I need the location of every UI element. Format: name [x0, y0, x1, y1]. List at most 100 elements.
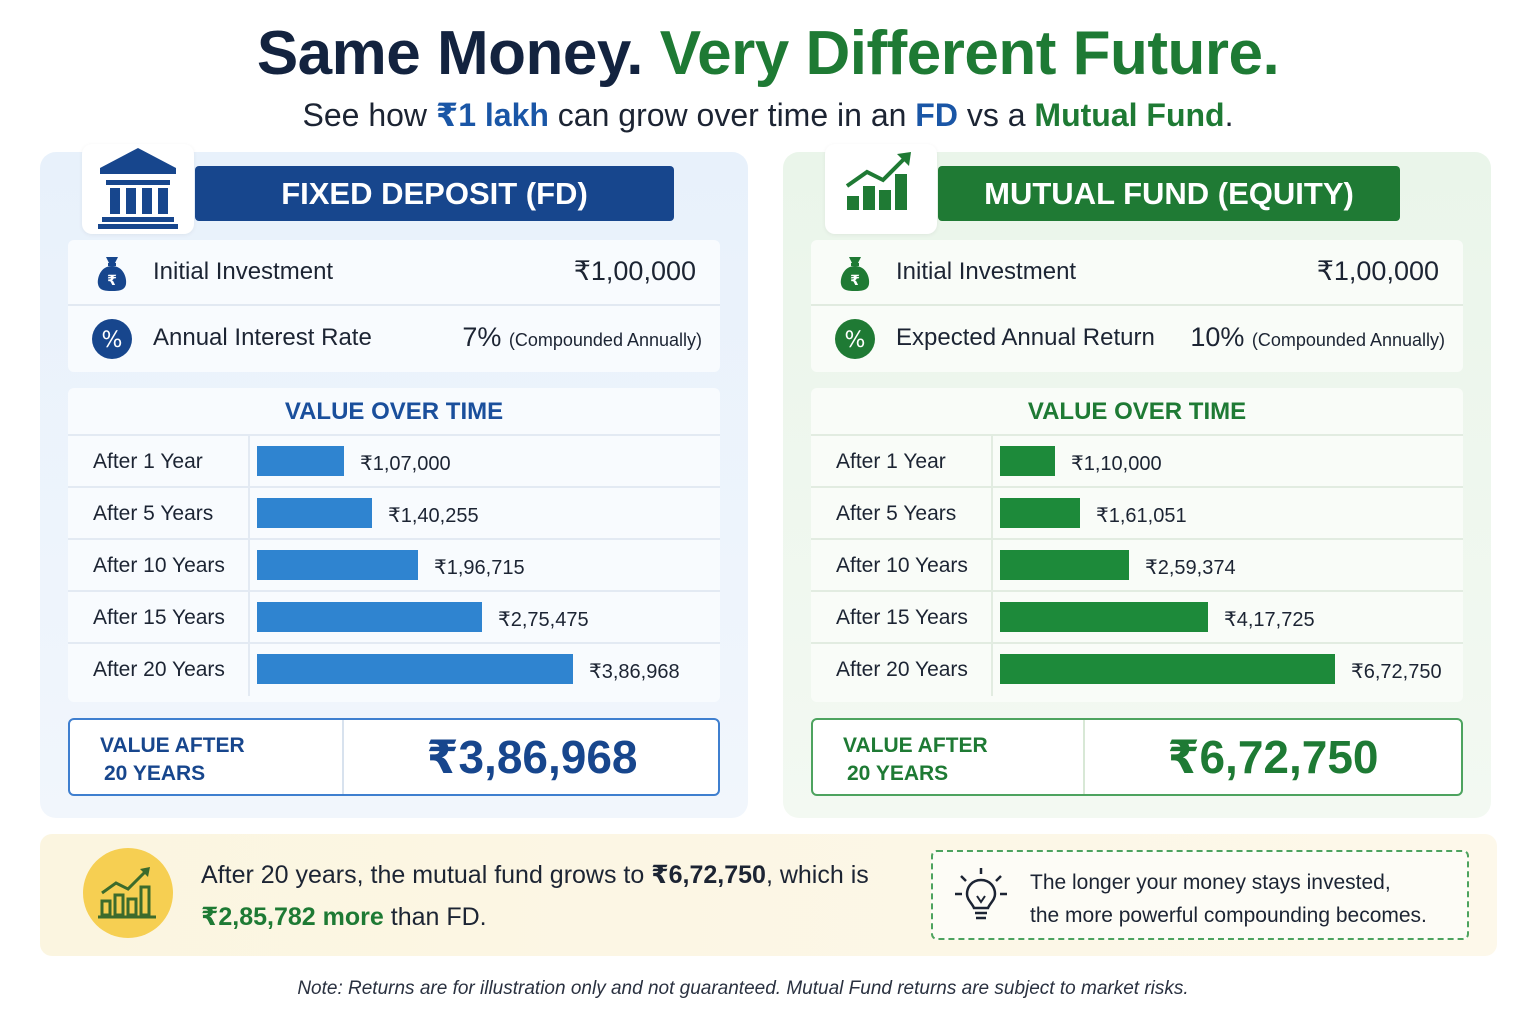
fd-rate-row: % Annual Interest Rate 7% (Compounded An…: [68, 306, 720, 372]
fd-initial-label: Initial Investment: [153, 258, 334, 285]
subtitle-pre: See how: [302, 97, 436, 133]
percent-icon: %: [835, 319, 875, 359]
bar-value: ₹1,96,715: [434, 557, 525, 579]
svg-text:₹: ₹: [107, 273, 117, 289]
growth-chart-icon: [845, 152, 911, 210]
divider: [342, 720, 344, 794]
percent-icon: %: [92, 319, 132, 359]
bar-value: ₹1,07,000: [360, 453, 451, 475]
tip-line-1: The longer your money stays invested,: [1030, 871, 1391, 894]
mf-rate-note: (Compounded Annually): [1251, 330, 1445, 350]
final-label-line-2: 20 YEARS: [104, 762, 206, 785]
value-bar: [1000, 602, 1208, 632]
table-row: After 10 Years ₹2,59,374: [811, 538, 1463, 592]
summary-line-1-post: , which is: [765, 861, 869, 889]
fd-panel: FIXED DEPOSIT (FD) ₹ Initial Investment …: [40, 144, 748, 818]
final-label-line-1: VALUE AFTER: [100, 734, 245, 757]
summary-line-2: ₹2,85,782 more than FD.: [201, 896, 869, 938]
mf-heading: MUTUAL FUND (EQUITY): [938, 166, 1400, 221]
table-row: After 5 Years ₹1,61,051: [811, 486, 1463, 540]
mf-final-value-card: VALUE AFTER 20 YEARS ₹6,72,750: [811, 718, 1463, 796]
value-bar: [257, 654, 573, 684]
summary-text: After 20 years, the mutual fund grows to…: [201, 854, 869, 938]
table-row: After 5 Years ₹1,40,255: [68, 486, 720, 540]
row-label: After 1 Year: [836, 450, 946, 473]
bar-value: ₹1,10,000: [1071, 453, 1162, 475]
final-label-line-1: VALUE AFTER: [843, 734, 988, 757]
bar-value: ₹1,40,255: [388, 505, 479, 527]
mf-logo: [825, 144, 937, 234]
mf-initial-label: Initial Investment: [896, 258, 1077, 285]
bar-value: ₹2,75,475: [498, 609, 589, 631]
bar-value: ₹6,72,750: [1351, 661, 1442, 683]
fd-info-card: ₹ Initial Investment ₹1,00,000 % Annual …: [68, 240, 720, 372]
divider: [248, 644, 250, 696]
divider: [248, 540, 250, 592]
growth-chart-icon: [98, 867, 156, 919]
row-label: After 10 Years: [93, 554, 225, 577]
mf-rate-label: Expected Annual Return: [896, 324, 1155, 351]
fd-initial-row: ₹ Initial Investment ₹1,00,000: [68, 240, 720, 306]
bank-icon: [98, 148, 178, 229]
subtitle-amount: ₹1 lakh: [435, 97, 549, 133]
bar-value: ₹3,86,968: [589, 661, 680, 683]
final-label-line-2: 20 YEARS: [847, 762, 949, 785]
fd-rate-number: 7%: [462, 322, 502, 352]
mf-info-card: ₹ Initial Investment ₹1,00,000 % Expecte…: [811, 240, 1463, 372]
money-bag-icon: ₹: [840, 257, 870, 291]
divider: [248, 488, 250, 540]
row-label: After 20 Years: [836, 658, 968, 681]
summary-mf-amount: ₹6,72,750: [651, 861, 766, 889]
mf-initial-value: ₹1,00,000: [1316, 256, 1439, 286]
mf-final-label: VALUE AFTER 20 YEARS: [843, 732, 988, 788]
fd-table-title: VALUE OVER TIME: [284, 398, 504, 425]
mf-initial-row: ₹ Initial Investment ₹1,00,000: [811, 240, 1463, 306]
row-label: After 15 Years: [93, 606, 225, 629]
bar-value: ₹1,61,051: [1096, 505, 1187, 527]
fd-rate-note: (Compounded Annually): [508, 330, 702, 350]
value-bar: [1000, 446, 1055, 476]
title-part-1: Same Money.: [256, 19, 644, 88]
subtitle-vs: vs a: [957, 97, 1035, 133]
row-label: After 5 Years: [836, 502, 957, 525]
tip-line-2: the more powerful compounding becomes.: [1030, 904, 1427, 927]
row-label: After 5 Years: [93, 502, 214, 525]
row-label: After 20 Years: [93, 658, 225, 681]
summary-difference: ₹2,85,782 more: [201, 903, 384, 931]
table-row: After 20 Years ₹6,72,750: [811, 642, 1463, 696]
value-bar: [257, 550, 418, 580]
money-bag-icon: ₹: [97, 257, 127, 291]
divider: [991, 436, 993, 488]
lightbulb-icon: [955, 868, 1007, 920]
value-bar: [257, 602, 482, 632]
disclaimer-note: Note: Returns are for illustration only …: [297, 978, 1189, 999]
subtitle-fd: FD: [915, 97, 958, 133]
fd-final-value: ₹3,86,968: [426, 731, 638, 783]
table-row: After 15 Years ₹4,17,725: [811, 590, 1463, 644]
value-bar: [1000, 550, 1129, 580]
row-label: After 15 Years: [836, 606, 968, 629]
subtitle-end: .: [1224, 97, 1234, 133]
summary-line-1-pre: After 20 years, the mutual fund grows to: [201, 861, 652, 889]
row-label: After 10 Years: [836, 554, 968, 577]
fd-initial-value: ₹1,00,000: [573, 256, 696, 286]
mf-final-value: ₹6,72,750: [1167, 731, 1379, 783]
fd-final-label: VALUE AFTER 20 YEARS: [100, 732, 245, 788]
fd-logo: [82, 144, 194, 234]
summary-line-2-post: than FD.: [383, 903, 487, 931]
divider: [991, 488, 993, 540]
divider: [991, 540, 993, 592]
table-row: After 15 Years ₹2,75,475: [68, 590, 720, 644]
value-bar: [1000, 654, 1335, 684]
bar-value: ₹4,17,725: [1224, 609, 1315, 631]
svg-text:₹: ₹: [850, 273, 860, 289]
divider: [991, 644, 993, 696]
mf-value-table: VALUE OVER TIME After 1 Year ₹1,10,000 A…: [811, 388, 1463, 702]
fd-rate-value: 7% (Compounded Annually): [462, 322, 702, 353]
mf-rate-row: % Expected Annual Return 10% (Compounded…: [811, 306, 1463, 372]
fd-heading: FIXED DEPOSIT (FD): [195, 166, 674, 221]
table-row: After 1 Year ₹1,10,000: [811, 434, 1463, 488]
summary-icon-badge: [83, 848, 173, 938]
value-bar: [257, 446, 344, 476]
value-bar: [257, 498, 372, 528]
